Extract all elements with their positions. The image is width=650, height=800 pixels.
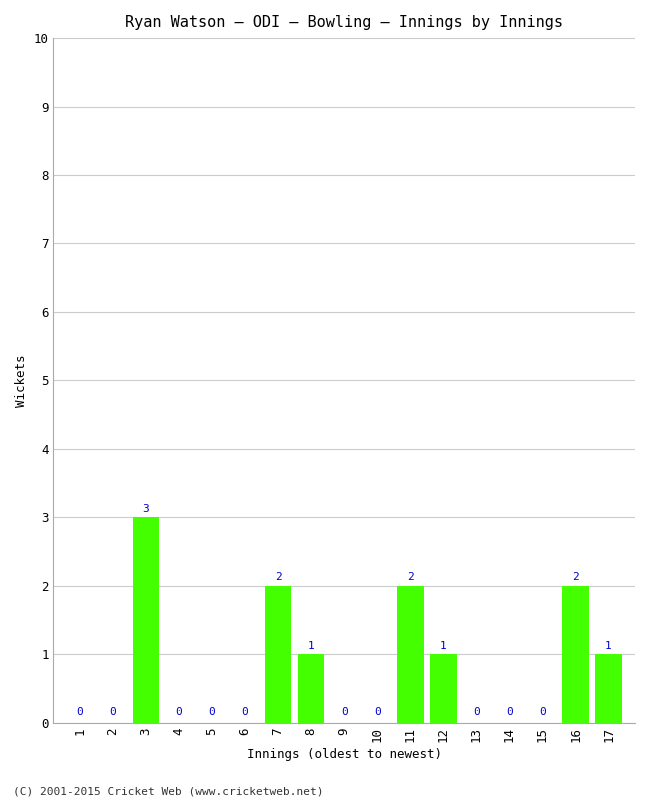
Text: 0: 0 — [209, 707, 215, 717]
Text: 0: 0 — [473, 707, 480, 717]
Text: 0: 0 — [77, 707, 83, 717]
Text: (C) 2001-2015 Cricket Web (www.cricketweb.net): (C) 2001-2015 Cricket Web (www.cricketwe… — [13, 786, 324, 796]
Text: 2: 2 — [572, 572, 579, 582]
Text: 0: 0 — [506, 707, 513, 717]
X-axis label: Innings (oldest to newest): Innings (oldest to newest) — [247, 748, 442, 761]
Text: 0: 0 — [242, 707, 248, 717]
Bar — [562, 586, 589, 722]
Text: 3: 3 — [142, 504, 150, 514]
Text: 2: 2 — [275, 572, 281, 582]
Text: 2: 2 — [407, 572, 413, 582]
Text: 1: 1 — [308, 641, 315, 650]
Text: 1: 1 — [440, 641, 447, 650]
Text: 1: 1 — [605, 641, 612, 650]
Bar — [430, 654, 456, 722]
Y-axis label: Wickets: Wickets — [15, 354, 28, 406]
Title: Ryan Watson – ODI – Bowling – Innings by Innings: Ryan Watson – ODI – Bowling – Innings by… — [125, 15, 563, 30]
Text: 0: 0 — [341, 707, 348, 717]
Text: 0: 0 — [374, 707, 381, 717]
Bar — [133, 518, 159, 722]
Bar — [595, 654, 622, 722]
Text: 0: 0 — [539, 707, 546, 717]
Bar — [397, 586, 424, 722]
Bar — [298, 654, 324, 722]
Text: 0: 0 — [176, 707, 183, 717]
Text: 0: 0 — [109, 707, 116, 717]
Bar — [265, 586, 291, 722]
